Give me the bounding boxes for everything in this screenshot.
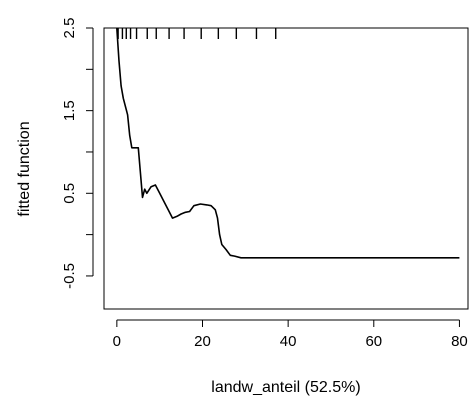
x-tick-label: 20 (194, 333, 211, 350)
x-tick-label: 0 (113, 333, 121, 350)
y-axis-label: fitted function (16, 121, 33, 216)
rug-marks (118, 28, 276, 39)
y-tick-label: 2.5 (61, 18, 78, 39)
x-axis-label: landw_anteil (52.5%) (211, 379, 360, 396)
y-tick-label: -0.5 (61, 263, 78, 289)
x-tick-label: 60 (365, 333, 382, 350)
y-axis: -0.5 0.5 1.5 2.5 (61, 18, 93, 289)
series-layer (117, 28, 460, 258)
x-tick-label: 80 (451, 333, 468, 350)
y-tick-label: 0.5 (61, 183, 78, 204)
series-line (117, 28, 460, 258)
y-tick-label: 1.5 (61, 100, 78, 121)
x-axis: 0 20 40 60 80 (113, 320, 468, 350)
plot-box (104, 28, 468, 309)
x-tick-label: 40 (280, 333, 297, 350)
